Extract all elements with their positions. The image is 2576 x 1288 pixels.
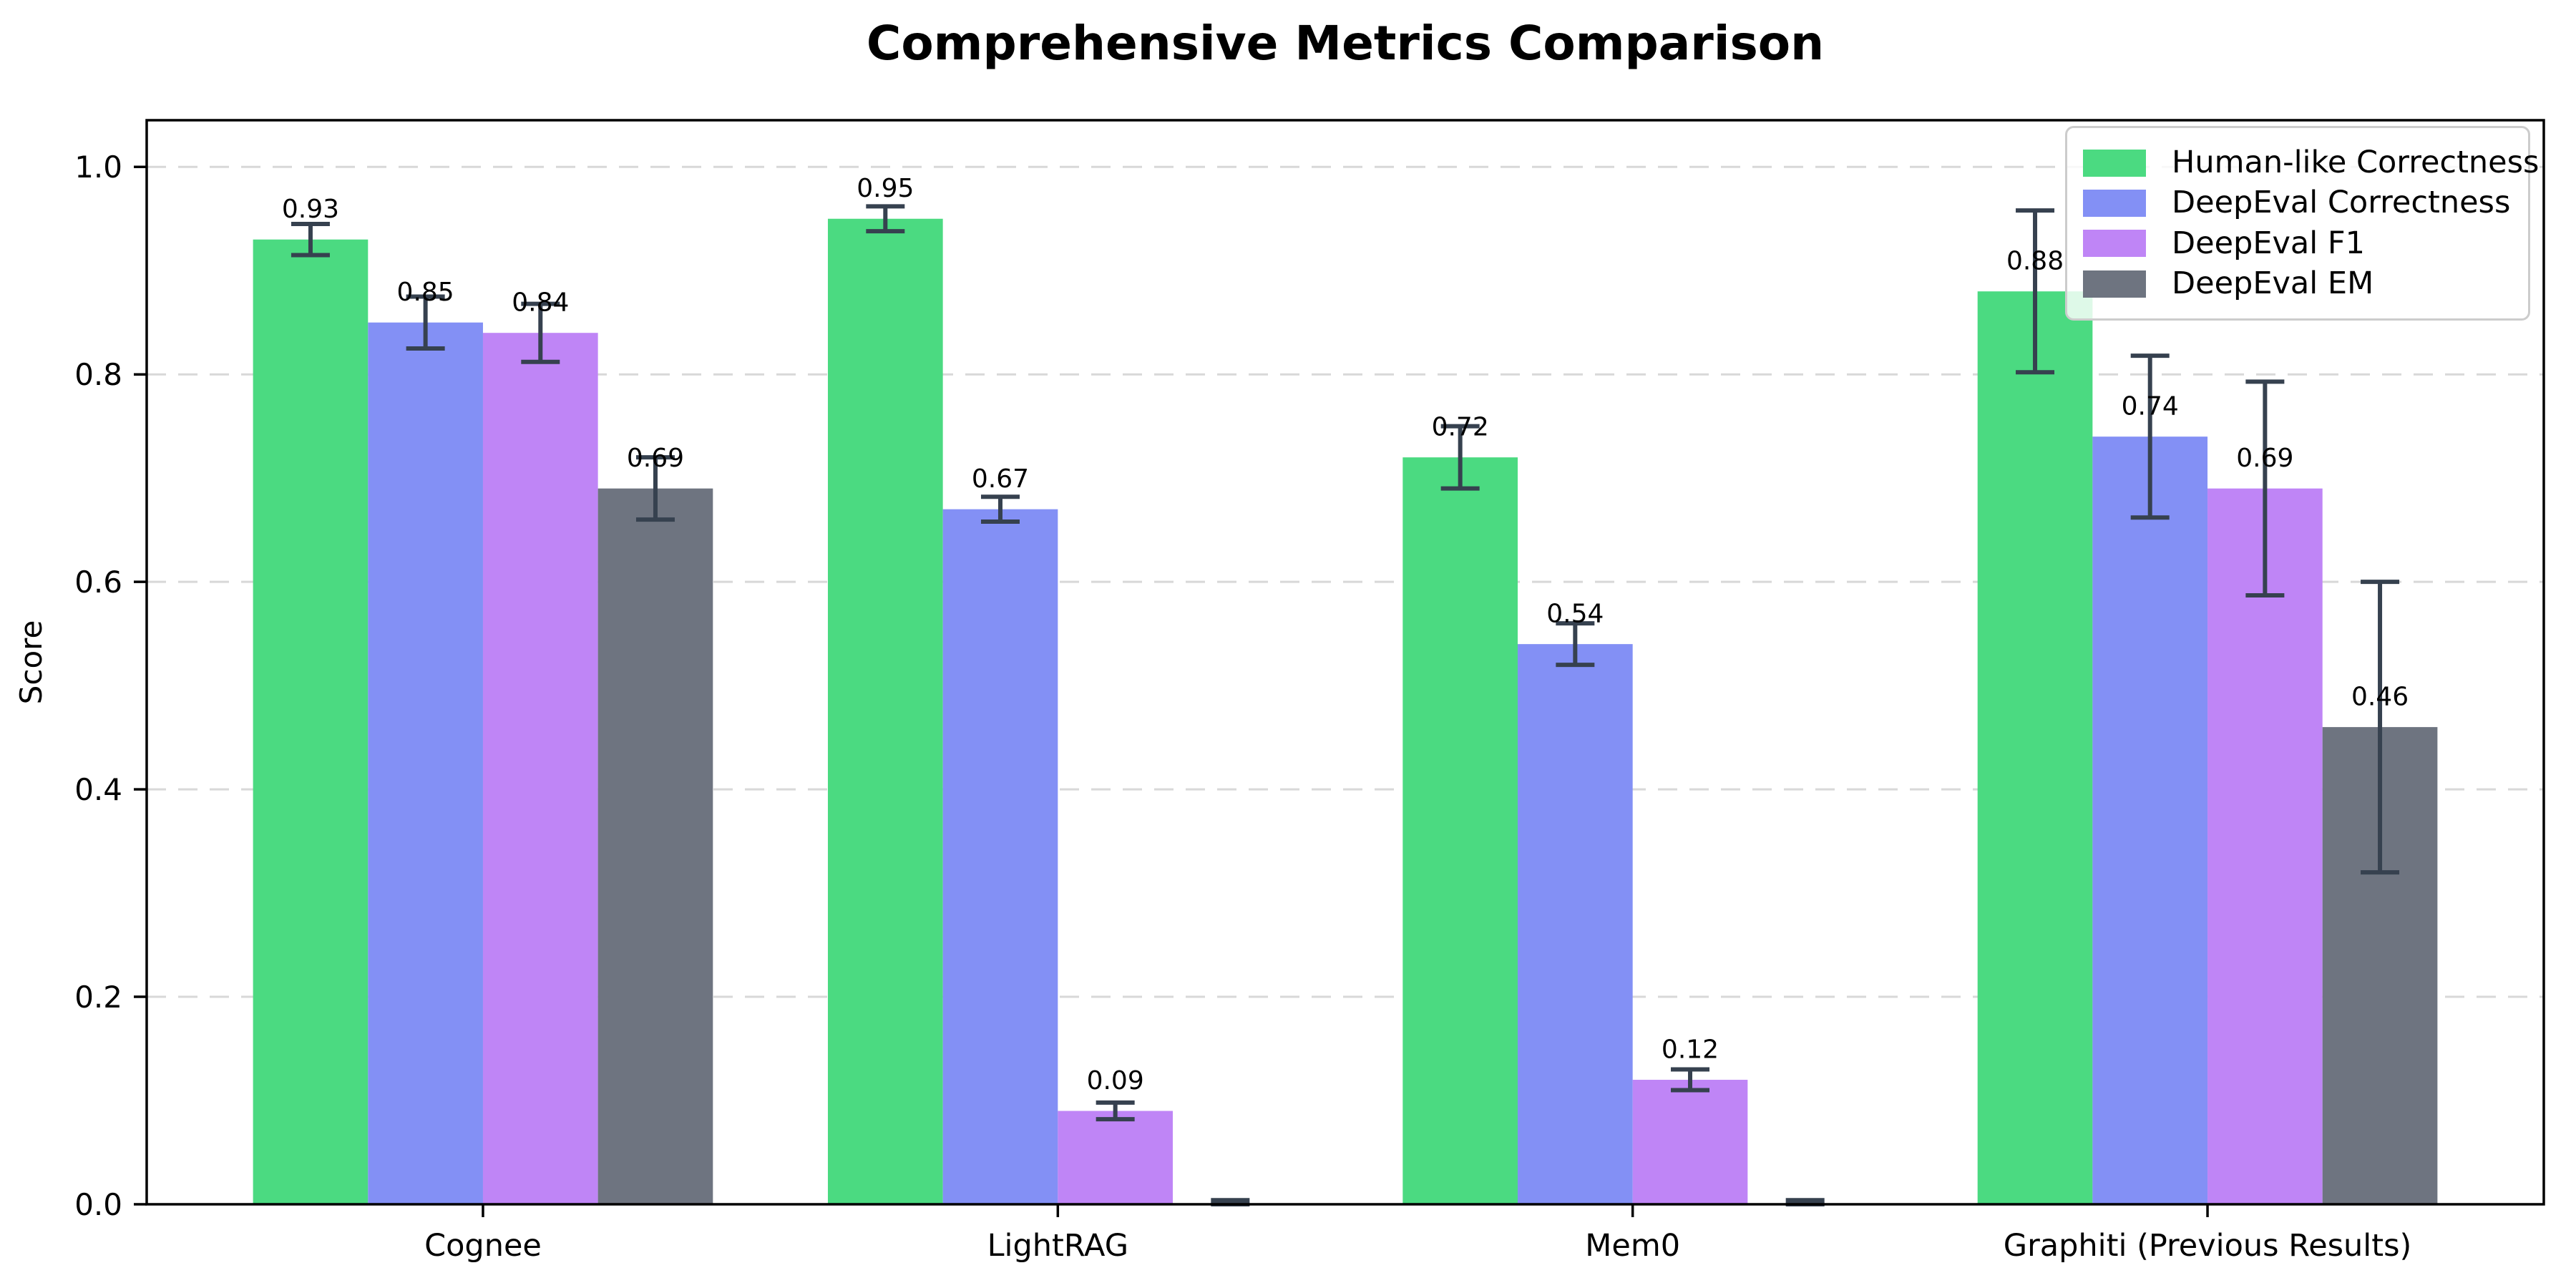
error-bar	[406, 294, 445, 351]
legend-entry-label: DeepEval F1	[2172, 225, 2365, 261]
bar	[482, 333, 598, 1205]
chart-title: Comprehensive Metrics Comparison	[866, 16, 1825, 71]
error-bar	[2361, 580, 2400, 875]
y-tick-label: 0.2	[74, 980, 122, 1015]
bar	[1518, 644, 1633, 1204]
y-tick-label: 0.6	[74, 565, 122, 600]
bar	[2207, 488, 2323, 1204]
x-tick-label: LightRAG	[987, 1228, 1128, 1264]
bar	[1977, 291, 2093, 1204]
bar-value-label: 0.85	[397, 278, 454, 307]
axis-spines	[145, 119, 2545, 1206]
y-tick-label: 1.0	[74, 150, 122, 185]
error-bar	[2130, 353, 2170, 520]
bar-value-label: 0.12	[1662, 1035, 1719, 1065]
legend: Human-like Correctness DeepEval Correctne…	[2065, 126, 2539, 321]
error-bar	[1440, 424, 1480, 491]
error-bar	[2245, 379, 2285, 597]
error-bar	[1556, 621, 1595, 668]
error-bar	[866, 204, 905, 234]
error-bar	[1096, 1100, 1135, 1122]
error-bar	[980, 494, 1020, 525]
y-tick-label: 0.4	[74, 772, 122, 807]
bar-value-label: 0.46	[2351, 683, 2409, 712]
x-tick-label: Mem0	[1585, 1228, 1680, 1264]
y-axis-label: Score	[14, 620, 49, 705]
bar	[1058, 1111, 1173, 1204]
bar	[1632, 1080, 1748, 1204]
legend-entry: DeepEval EM	[2083, 265, 2509, 301]
bar	[827, 218, 943, 1204]
x-tick-label: Graphiti (Previous Results)	[2004, 1228, 2412, 1264]
legend-swatch-icon	[2083, 230, 2146, 258]
legend-entry: DeepEval F1	[2083, 225, 2509, 261]
bar	[597, 488, 713, 1204]
bar-value-label: 0.69	[627, 444, 684, 473]
legend-entry-label: DeepEval EM	[2172, 265, 2374, 301]
bar-value-label: 0.09	[1087, 1066, 1144, 1096]
bar	[942, 509, 1058, 1204]
legend-entry-label: Human-like Correctness	[2172, 145, 2540, 180]
legend-entry-label: DeepEval Correctness	[2172, 185, 2511, 221]
y-tick-label: 0.0	[74, 1187, 122, 1222]
y-tick-label: 0.8	[74, 357, 122, 392]
bar	[1402, 457, 1518, 1204]
bar-value-label: 0.84	[512, 288, 569, 318]
bar-value-label: 0.95	[857, 174, 914, 203]
error-bar	[1671, 1067, 1710, 1093]
error-bar	[291, 221, 330, 258]
bar-value-label: 0.72	[1432, 413, 1489, 442]
legend-swatch-icon	[2083, 189, 2146, 217]
error-bar	[2016, 208, 2055, 375]
error-bar	[635, 455, 675, 522]
legend-entry: Human-like Correctness	[2083, 145, 2539, 180]
bar	[253, 239, 369, 1205]
bar-value-label: 0.54	[1546, 600, 1604, 629]
bar-value-label: 0.69	[2236, 444, 2293, 473]
bar-value-label: 0.88	[2006, 247, 2064, 276]
legend-swatch-icon	[2083, 270, 2146, 298]
error-bar	[521, 301, 560, 364]
bar-value-label: 0.93	[282, 195, 339, 224]
bar	[2092, 436, 2208, 1205]
x-tick-label: Cognee	[424, 1228, 542, 1264]
bar	[368, 322, 483, 1204]
bar-value-label: 0.74	[2122, 392, 2179, 421]
legend-swatch-icon	[2083, 149, 2146, 177]
bar-value-label: 0.67	[972, 464, 1029, 494]
legend-entry: DeepEval Correctness	[2083, 185, 2511, 221]
